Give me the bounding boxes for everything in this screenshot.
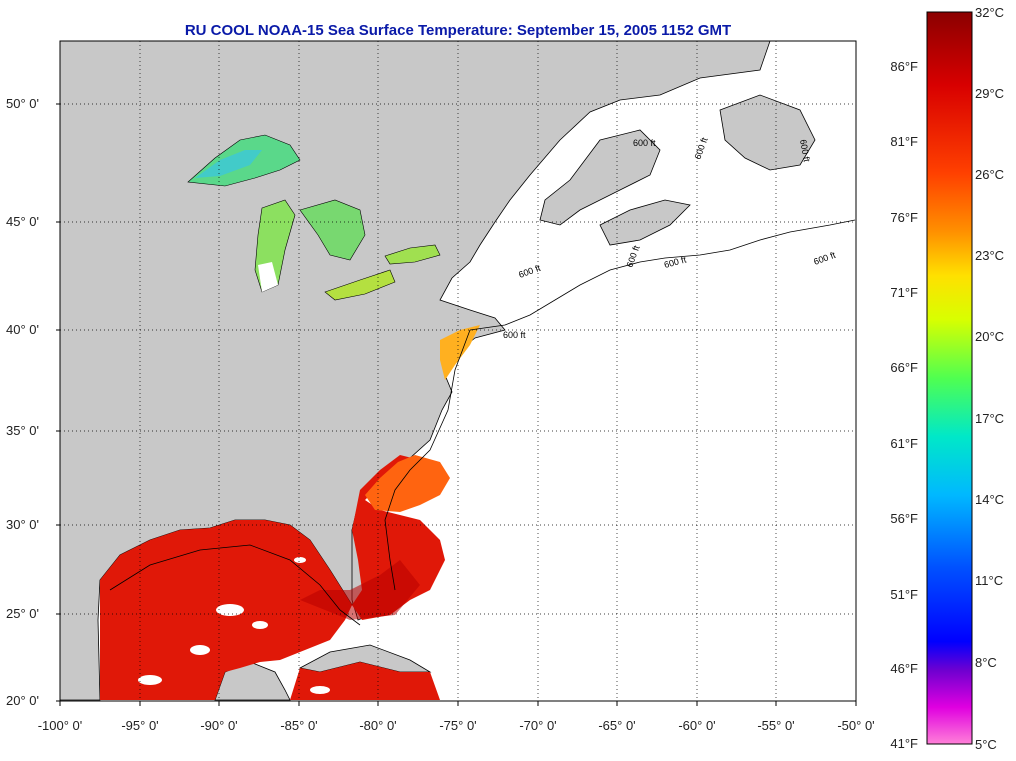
colorbar-c-labels: 32°C 29°C 26°C 23°C 20°C 17°C 14°C 11°C … — [975, 5, 1004, 752]
colorbar-c-label: 32°C — [975, 5, 1004, 20]
lake-huron — [299, 199, 366, 261]
lon-label: -90° 0' — [200, 718, 237, 733]
lon-label: -75° 0' — [439, 718, 476, 733]
lat-label: 20° 0' — [6, 693, 39, 708]
colorbar-c-label: 17°C — [975, 411, 1004, 426]
colorbar-f-labels: 86°F 81°F 76°F 71°F 66°F 61°F 56°F 51°F … — [890, 59, 918, 751]
lake-ontario — [384, 244, 441, 265]
colorbar-f-label: 56°F — [890, 511, 918, 526]
maritimes-land — [539, 129, 661, 226]
contour-label: 600 ft — [503, 330, 526, 340]
tick-marks — [56, 103, 857, 706]
isobath-gulf — [109, 544, 361, 626]
colorbar-f-label: 81°F — [890, 134, 918, 149]
lon-label: -85° 0' — [280, 718, 317, 733]
colorbar-f-label: 71°F — [890, 285, 918, 300]
lat-label: 45° 0' — [6, 214, 39, 229]
lon-label: -100° 0' — [38, 718, 83, 733]
lon-label: -65° 0' — [598, 718, 635, 733]
colorbar-f-label: 61°F — [890, 436, 918, 451]
isobath-600ft — [469, 219, 856, 331]
lat-label: 35° 0' — [6, 423, 39, 438]
colorbar-c-label: 29°C — [975, 86, 1004, 101]
atlantic-sst-orange — [365, 455, 450, 512]
cloud-gaps — [138, 557, 330, 694]
lake-erie — [324, 269, 396, 301]
lon-label: -95° 0' — [121, 718, 158, 733]
lon-label: -50° 0' — [837, 718, 874, 733]
map-title: RU COOL NOAA-15 Sea Surface Temperature:… — [184, 22, 732, 39]
atlantic-sst-yellow — [440, 325, 480, 380]
colorbar-c-label: 11°C — [975, 573, 1003, 588]
newfoundland-land — [719, 94, 816, 171]
gulf-sst — [100, 455, 445, 700]
colorbar-c-label: 23°C — [975, 248, 1004, 263]
colorbar — [926, 11, 973, 745]
graticule — [60, 41, 856, 701]
colorbar-f-label: 46°F — [890, 661, 918, 676]
lat-label: 40° 0' — [6, 322, 39, 337]
lon-label: -80° 0' — [359, 718, 396, 733]
colorbar-c-label: 5°C — [975, 737, 997, 752]
isobath-600ft-south — [384, 329, 471, 591]
colorbar-f-label: 66°F — [890, 360, 918, 375]
lat-label: 50° 0' — [6, 96, 39, 111]
lon-labels: -100° 0' -95° 0' -90° 0' -85° 0' -80° 0'… — [38, 718, 875, 733]
colorbar-f-label: 86°F — [890, 59, 918, 74]
lat-label: 25° 0' — [6, 606, 39, 621]
lake-michigan-white — [258, 262, 278, 292]
colorbar-c-label: 26°C — [975, 167, 1004, 182]
lon-label: -55° 0' — [757, 718, 794, 733]
colorbar-f-label: 76°F — [890, 210, 918, 225]
lat-label: 30° 0' — [6, 517, 39, 532]
lon-label: -70° 0' — [519, 718, 556, 733]
contour-label: 600 ft — [798, 139, 812, 163]
lat-labels: 50° 0' 45° 0' 40° 0' 35° 0' 30° 0' 25° 0… — [6, 96, 39, 708]
lake-superior-cool — [195, 150, 262, 178]
colorbar-f-label: 41°F — [890, 736, 918, 751]
lon-label: -60° 0' — [678, 718, 715, 733]
contour-label: 600 ft — [633, 138, 656, 148]
colorbar-c-label: 8°C — [975, 655, 997, 670]
colorbar-c-label: 20°C — [975, 329, 1004, 344]
gulf-sst-dark — [300, 560, 420, 620]
colorbar-c-label: 14°C — [975, 492, 1004, 507]
nova-scotia-land — [599, 199, 691, 246]
colorbar-f-label: 51°F — [890, 587, 918, 602]
